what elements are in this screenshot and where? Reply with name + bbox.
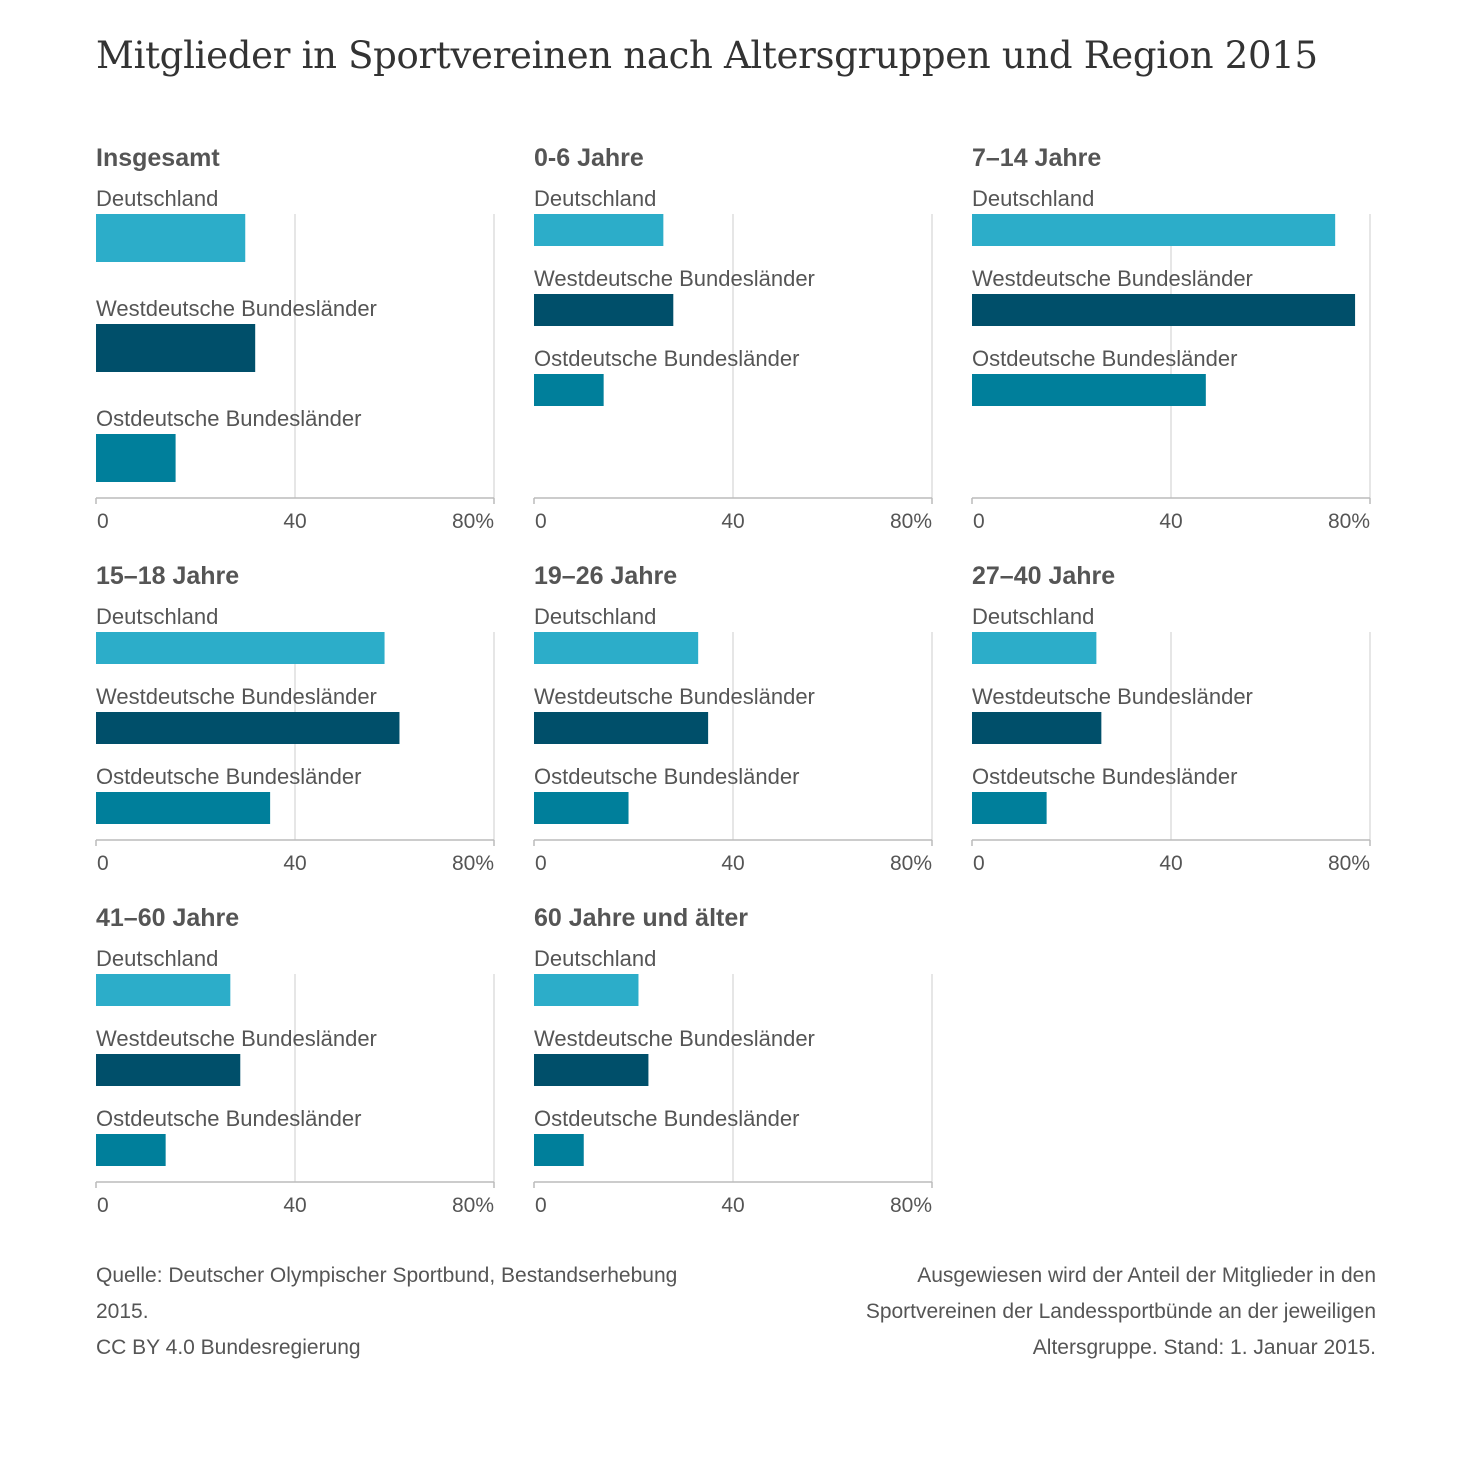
bar-label: Westdeutsche Bundesländer [96,1026,377,1051]
bar [534,632,699,664]
license-line: CC BY 4.0 Bundesregierung [96,1336,361,1359]
page-title: Mitglieder in Sportvereinen nach Altersg… [96,34,1318,77]
x-tick-label: 0 [97,1194,109,1217]
note-line: Ausgewiesen wird der Anteil der Mitglied… [917,1264,1376,1287]
bar [534,792,629,824]
x-tick-label: 40 [721,510,744,533]
bar-label: Ostdeutsche Bundesländer [534,1106,799,1131]
bar-label: Ostdeutsche Bundesländer [96,406,361,431]
x-tick-label: 80% [1328,510,1370,533]
x-tick-label: 0 [535,852,547,875]
bar-label: Ostdeutsche Bundesländer [972,346,1237,371]
panel-title: 19–26 Jahre [534,562,677,590]
bar [96,792,271,824]
x-tick-label: 40 [721,1194,744,1217]
bar-label: Ostdeutsche Bundesländer [96,1106,361,1131]
x-tick-label: 40 [1159,510,1182,533]
x-tick-label: 0 [973,852,985,875]
bar-label: Ostdeutsche Bundesländer [534,346,799,371]
panel-title: 27–40 Jahre [972,562,1115,590]
x-tick-label: 40 [1159,852,1182,875]
note-line: Sportvereinen der Landessportbünde an de… [865,1300,1376,1323]
x-tick-label: 40 [283,1194,306,1217]
bar [96,214,246,262]
bar-label: Deutschland [534,946,656,971]
x-tick-label: 80% [890,852,932,875]
bar-label: Ostdeutsche Bundesländer [972,764,1237,789]
explanatory-note: Ausgewiesen wird der Anteil der Mitglied… [816,1258,1376,1366]
bar-label: Deutschland [534,604,656,629]
panel-title: 7–14 Jahre [972,144,1101,172]
x-tick-label: 40 [283,510,306,533]
x-tick-label: 0 [535,1194,547,1217]
bar [972,294,1356,326]
bar-label: Deutschland [96,946,218,971]
bar-label: Westdeutsche Bundesländer [972,266,1253,291]
bar-label: Westdeutsche Bundesländer [96,684,377,709]
bar [96,1054,241,1086]
bar [96,434,176,482]
bar-label: Ostdeutsche Bundesländer [534,764,799,789]
bar [534,974,639,1006]
bar [534,712,709,744]
panel-title: 15–18 Jahre [96,562,239,590]
x-tick-label: 0 [535,510,547,533]
bar [972,374,1206,406]
bar [534,1134,584,1166]
x-tick-label: 80% [452,510,494,533]
bar [534,294,674,326]
bar [534,214,664,246]
bar-label: Westdeutsche Bundesländer [534,266,815,291]
bar [534,374,604,406]
bar-label: Westdeutsche Bundesländer [534,684,815,709]
source-line: Quelle: Deutscher Olympischer Sportbund,… [96,1264,678,1287]
x-tick-label: 80% [452,852,494,875]
bar-label: Westdeutsche Bundesländer [972,684,1253,709]
bar [972,214,1336,246]
source-line: 2015. [96,1300,149,1323]
bar [972,792,1047,824]
x-tick-label: 80% [890,1194,932,1217]
x-tick-label: 80% [1328,852,1370,875]
bar [96,974,231,1006]
bar-label: Deutschland [972,186,1094,211]
x-tick-label: 40 [283,852,306,875]
x-tick-label: 80% [452,1194,494,1217]
source-note: Quelle: Deutscher Olympischer Sportbund,… [96,1258,736,1366]
bar-label: Deutschland [96,604,218,629]
panel-title: Insgesamt [96,144,220,172]
x-tick-label: 0 [97,510,109,533]
bar [972,632,1097,664]
panel-title: 60 Jahre und älter [534,904,748,932]
bar-label: Deutschland [972,604,1094,629]
x-tick-label: 0 [97,852,109,875]
bar-label: Deutschland [96,186,218,211]
bar-label: Westdeutsche Bundesländer [96,296,377,321]
bar-label: Deutschland [534,186,656,211]
panel-title: 0-6 Jahre [534,144,644,172]
x-tick-label: 0 [973,510,985,533]
bar [96,712,400,744]
note-line: Altersgruppe. Stand: 1. Januar 2015. [1032,1336,1376,1359]
panel-title: 41–60 Jahre [96,904,239,932]
x-tick-label: 80% [890,510,932,533]
bar [972,712,1102,744]
bar [96,632,385,664]
bar [534,1054,649,1086]
bar-label: Ostdeutsche Bundesländer [96,764,361,789]
bar [96,324,256,372]
bar [96,1134,166,1166]
bar-label: Westdeutsche Bundesländer [534,1026,815,1051]
x-tick-label: 40 [721,852,744,875]
